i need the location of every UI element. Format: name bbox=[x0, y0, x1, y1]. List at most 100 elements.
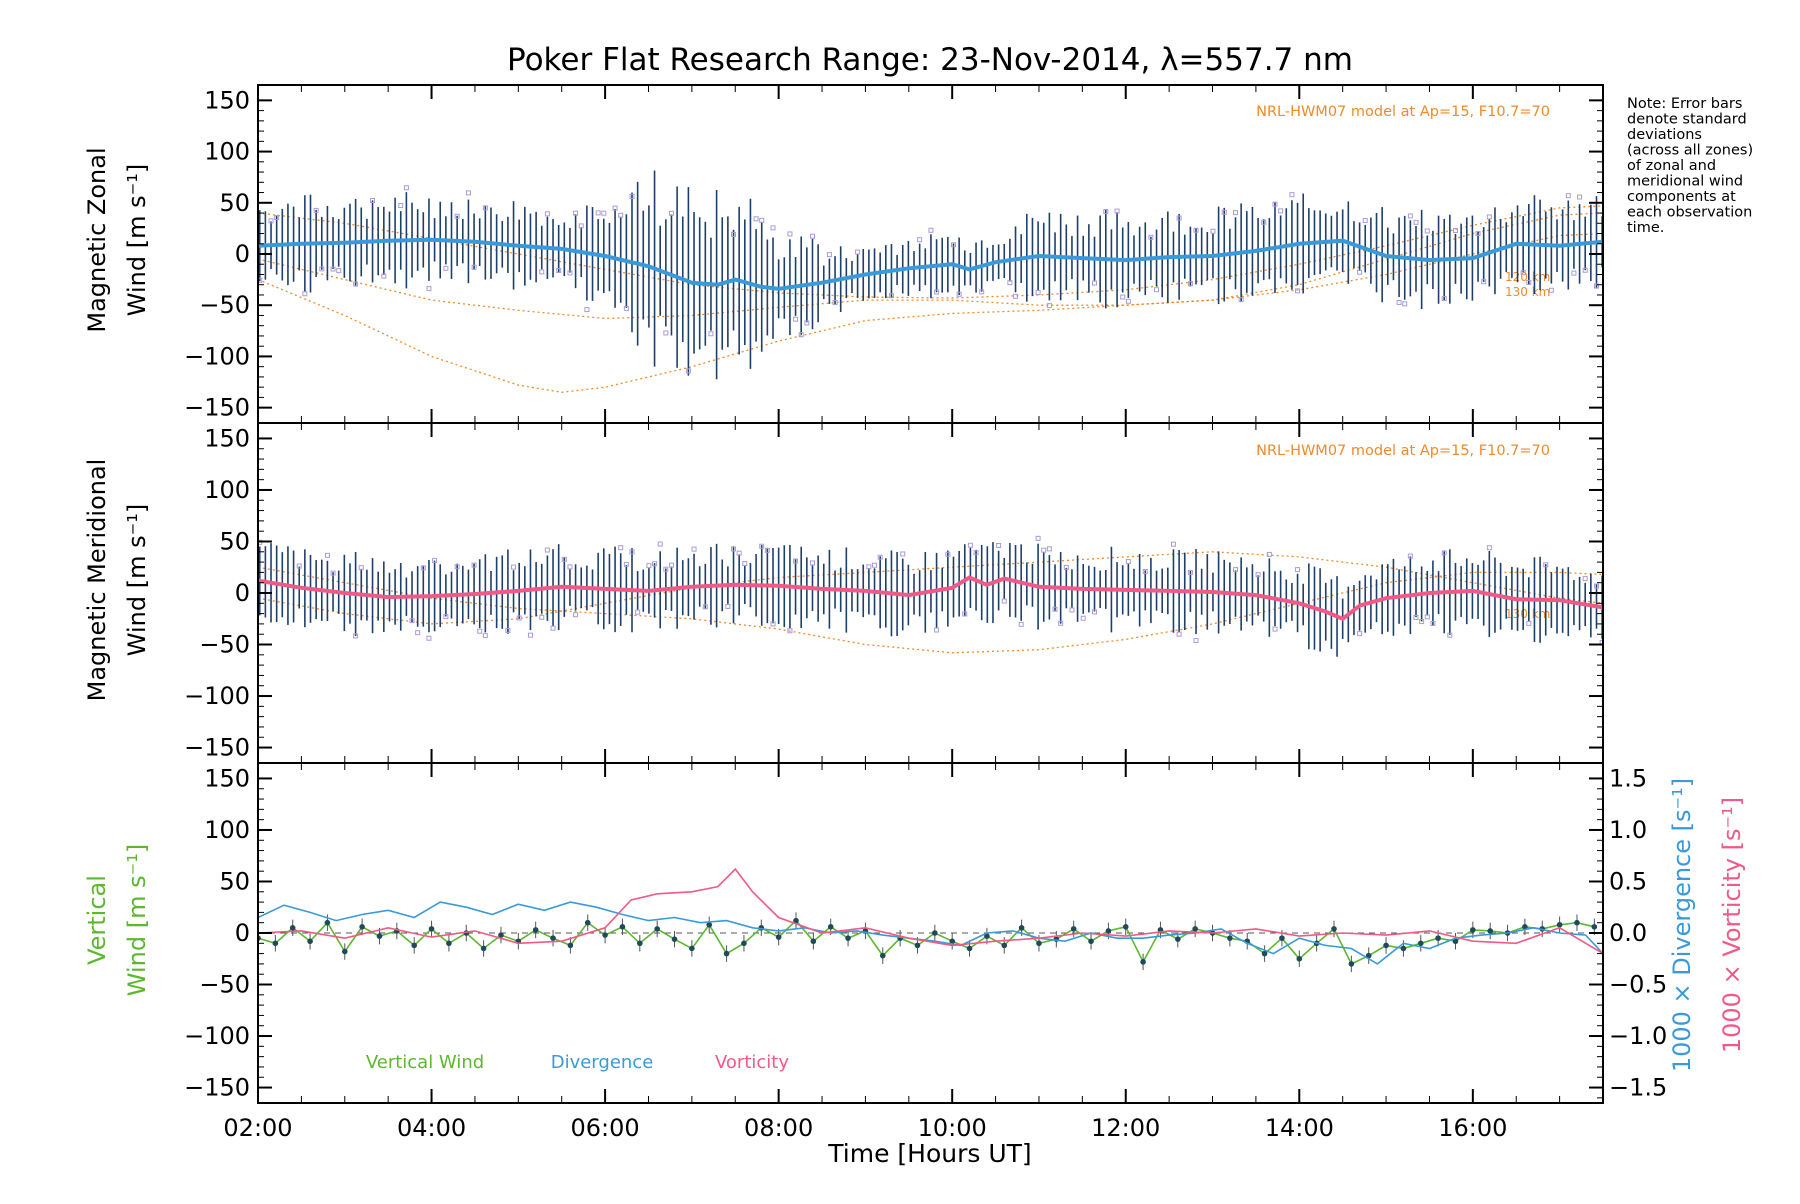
chart-title: Poker Flat Research Range: 23-Nov-2014, … bbox=[507, 42, 1353, 78]
scatter-point bbox=[1046, 303, 1052, 309]
scatter-point bbox=[934, 627, 940, 633]
scatter-point bbox=[595, 210, 601, 216]
scatter-point bbox=[798, 332, 804, 338]
scatter-point bbox=[1475, 231, 1481, 237]
scatter-point bbox=[409, 618, 415, 624]
vertical-wind-point bbox=[1088, 938, 1094, 945]
scatter-point bbox=[685, 368, 691, 374]
vertical-wind-point bbox=[1001, 942, 1008, 949]
scatter-point bbox=[793, 316, 799, 322]
right-y-tick-label: 1.5 bbox=[1609, 764, 1647, 792]
scatter-point bbox=[1013, 293, 1019, 299]
vertical-wind-point bbox=[949, 938, 955, 945]
scatter-point bbox=[1035, 535, 1041, 541]
scatter-point bbox=[1543, 562, 1549, 568]
scatter-point bbox=[1565, 193, 1571, 199]
scatter-point bbox=[1052, 606, 1058, 612]
scatter-point bbox=[1441, 550, 1447, 556]
zonal-ylabel-line1: Magnetic Zonal bbox=[83, 147, 111, 332]
meridional-model-label: NRL-HWM07 model at Ap=15, F10.7=70 bbox=[1256, 443, 1550, 459]
note-line: of zonal and bbox=[1627, 158, 1716, 174]
x-tick-label: 08:00 bbox=[744, 1114, 813, 1142]
note-text: Note: Error bars denote standard deviati… bbox=[1627, 96, 1758, 236]
scatter-point bbox=[826, 252, 832, 258]
vertical-wind-point bbox=[966, 945, 973, 952]
scatter-point bbox=[787, 628, 793, 634]
vertical-wind-point bbox=[307, 938, 313, 945]
vertical-wind-point bbox=[1331, 926, 1337, 932]
scatter-point bbox=[1407, 553, 1413, 559]
scatter-point bbox=[1396, 299, 1402, 305]
scatter-point bbox=[358, 565, 364, 571]
scatter-point bbox=[1272, 626, 1278, 632]
scatter-point bbox=[1154, 287, 1160, 293]
scatter-point bbox=[1142, 568, 1148, 574]
scatter-point bbox=[426, 635, 432, 641]
scatter-point bbox=[1278, 208, 1284, 214]
scatter-point bbox=[511, 564, 517, 570]
vertical-wind-point bbox=[775, 934, 782, 940]
note-line: deviations bbox=[1627, 127, 1702, 143]
scatter-point bbox=[917, 237, 923, 243]
scatter-point bbox=[1481, 279, 1487, 285]
note-line: meridional wind bbox=[1627, 174, 1743, 190]
scatter-point bbox=[1125, 559, 1131, 565]
scatter-point bbox=[934, 289, 940, 295]
scatter-point bbox=[1357, 631, 1363, 637]
scatter-point bbox=[635, 609, 641, 615]
scatter-point bbox=[1593, 583, 1599, 589]
vertical-wind-point bbox=[689, 945, 695, 952]
scatter-point bbox=[1007, 280, 1013, 286]
model-curve bbox=[258, 212, 1603, 320]
vertical-wind-point bbox=[428, 926, 435, 932]
scatter-point bbox=[1407, 213, 1413, 219]
scatter-point bbox=[1035, 290, 1041, 296]
scatter-point bbox=[1176, 215, 1182, 221]
y-tick-label: −150 bbox=[184, 394, 250, 422]
vertical-wind-point bbox=[1348, 961, 1355, 967]
scatter-point bbox=[668, 562, 674, 568]
legend-divergence: Divergence bbox=[551, 1052, 654, 1073]
scatter-point bbox=[1114, 208, 1120, 214]
vertical-wind-point bbox=[654, 926, 660, 932]
scatter-point bbox=[1441, 296, 1447, 302]
right-y-tick-label: −0.5 bbox=[1609, 971, 1667, 999]
scatter-point bbox=[296, 563, 302, 569]
scatter-point bbox=[793, 558, 799, 564]
scatter-point bbox=[1430, 620, 1436, 626]
vertical-wind-point bbox=[793, 917, 799, 924]
scatter-point bbox=[629, 193, 635, 199]
vertical-wind-point bbox=[1122, 924, 1129, 930]
vertical-wind-point bbox=[1435, 935, 1441, 941]
vorticity-axis-label: 1000 × Vorticity [s⁻¹] bbox=[1718, 797, 1746, 1053]
scatter-point bbox=[1170, 541, 1176, 547]
vertical-wind-point bbox=[1417, 940, 1424, 947]
scatter-point bbox=[313, 207, 319, 213]
y-tick-label: −50 bbox=[199, 291, 250, 319]
vertical-wind-point bbox=[984, 933, 990, 939]
zonal-ylabel-line2: Wind [m s⁻¹] bbox=[123, 164, 151, 316]
x-tick-label: 10:00 bbox=[918, 1114, 987, 1142]
scatter-point bbox=[1080, 615, 1086, 621]
y-tick-label: 50 bbox=[219, 867, 250, 895]
x-axis-label: Time [Hours UT] bbox=[827, 1139, 1031, 1168]
scatter-point bbox=[505, 627, 511, 633]
scatter-point bbox=[962, 611, 968, 617]
vertical-wind-point bbox=[1261, 950, 1268, 957]
scatter-point bbox=[477, 628, 483, 634]
y-tick-label: −150 bbox=[184, 734, 250, 762]
scatter-point bbox=[398, 203, 404, 209]
vertical-wind-point bbox=[341, 948, 348, 955]
note-line: Note: Error bars bbox=[1627, 96, 1742, 112]
scatter-point bbox=[809, 560, 815, 566]
zonal-height-label-120: 120 km bbox=[1505, 270, 1550, 284]
panel-data bbox=[258, 867, 1603, 973]
scatter-point bbox=[1233, 210, 1239, 216]
model-curve bbox=[258, 232, 1603, 393]
scatter-point bbox=[1255, 572, 1261, 578]
scatter-point bbox=[618, 212, 624, 218]
vertical-wind-line bbox=[258, 919, 1595, 965]
scatter-point bbox=[1452, 227, 1458, 233]
scatter-point bbox=[353, 281, 359, 287]
y-tick-label: 0 bbox=[235, 240, 250, 268]
